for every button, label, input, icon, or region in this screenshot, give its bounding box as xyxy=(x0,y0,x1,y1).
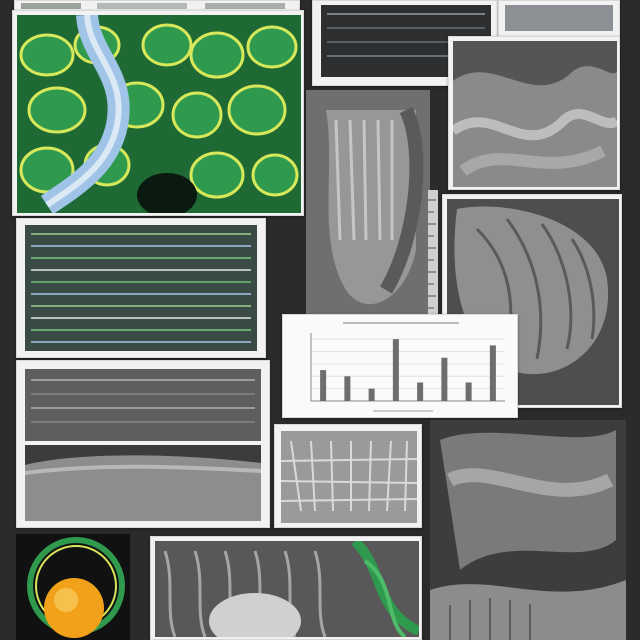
gray-fold-tissue-top-right xyxy=(448,36,620,190)
data-row xyxy=(31,281,251,283)
folded-tissue-image xyxy=(453,41,617,187)
data-row xyxy=(31,393,255,395)
gray-data-screen xyxy=(25,369,261,441)
screen-with-tissue-panel xyxy=(16,360,270,528)
thumb-bar xyxy=(97,3,187,9)
data-screen xyxy=(25,225,257,351)
thumb-bar xyxy=(21,3,81,9)
data-row xyxy=(31,329,251,331)
cell-mesh-image xyxy=(281,431,417,523)
mesh-green-panel xyxy=(150,536,422,640)
chart-bar xyxy=(465,382,472,401)
screen-line xyxy=(327,55,485,57)
chart-bars xyxy=(320,339,496,401)
chart-bar xyxy=(368,388,375,401)
data-row xyxy=(31,421,255,423)
villi-tissue-image xyxy=(306,90,430,322)
chart-bar xyxy=(441,357,448,401)
data-row xyxy=(31,245,251,247)
data-row xyxy=(31,341,251,343)
green-tissue-image xyxy=(17,15,301,213)
mesh-green-image xyxy=(155,541,419,637)
dark-tissue-lower-right xyxy=(430,420,626,640)
data-row xyxy=(31,293,251,295)
data-row xyxy=(31,305,251,307)
orange-sphere-illustration xyxy=(16,534,130,640)
data-screen-panel xyxy=(16,218,266,358)
data-row xyxy=(31,379,255,381)
vertical-scale-strip xyxy=(428,190,438,320)
chart-bar xyxy=(392,339,399,401)
data-row xyxy=(31,269,251,271)
green-organ-illustration xyxy=(12,10,304,216)
screen-line xyxy=(327,13,485,15)
gray-screen xyxy=(505,5,613,31)
villi-column-image xyxy=(306,90,430,322)
orange-sphere-image xyxy=(27,537,125,638)
data-row xyxy=(31,407,255,409)
bar-chart-panel xyxy=(282,314,518,418)
cell-mesh-panel xyxy=(274,424,422,528)
dark-tissue-image xyxy=(430,420,626,640)
screen-line xyxy=(327,41,485,43)
tissue-slab-image xyxy=(25,445,261,521)
data-row xyxy=(31,317,251,319)
chart-bar xyxy=(489,345,496,401)
chart-bar xyxy=(320,370,327,401)
data-row xyxy=(31,233,251,235)
bar-chart xyxy=(310,322,505,412)
thumb-bar xyxy=(205,3,285,9)
scale-ticks xyxy=(428,199,436,309)
top-right-screen xyxy=(498,0,620,40)
chart-bar xyxy=(344,376,351,401)
chart-grid xyxy=(311,338,505,390)
data-row xyxy=(31,257,251,259)
chart-bar xyxy=(417,382,424,401)
screen-line xyxy=(327,27,485,29)
